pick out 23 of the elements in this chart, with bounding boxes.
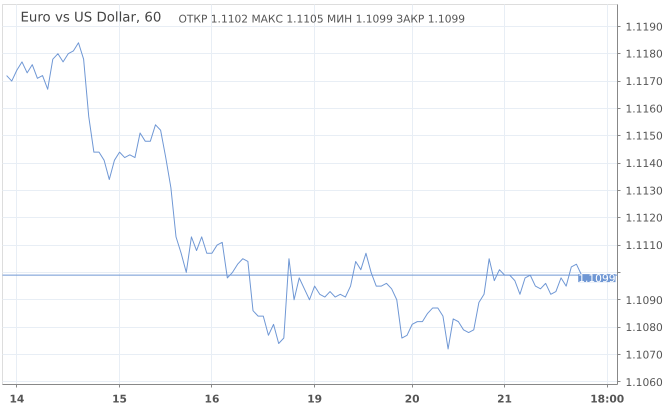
y-tick-label: 1.1070 bbox=[626, 348, 664, 362]
y-tick-label: 1.1060 bbox=[626, 376, 664, 389]
y-tick-label: 1.1130 bbox=[626, 184, 664, 198]
y-tick-label: 1.1120 bbox=[626, 212, 664, 225]
y-tick-label: 1.1180 bbox=[626, 48, 664, 61]
y-tick-label: 1.1090 bbox=[626, 294, 664, 307]
x-tick-label: 18:00 bbox=[590, 392, 624, 406]
y-tick-label: 1.1150 bbox=[626, 130, 664, 143]
y-tick-label: 1.1110 bbox=[626, 239, 664, 252]
x-tick-label: 19 bbox=[307, 392, 322, 406]
x-tick-label: 16 bbox=[204, 392, 220, 406]
x-tick-label: 14 bbox=[9, 392, 24, 406]
y-tick-label: 1.1080 bbox=[626, 321, 664, 334]
ref-line-label: 1.1099 bbox=[578, 272, 616, 286]
y-tick-label: 1.1170 bbox=[626, 75, 664, 88]
text: ОТКР 1.1102 МАКС 1.1105 МИН 1.1099 ЗАКР 1.1099 bbox=[178, 12, 466, 26]
y-tick-label: 1.1190 bbox=[626, 20, 664, 34]
x-tick-label: 20 bbox=[404, 392, 420, 406]
x-tick-label: 15 bbox=[112, 392, 127, 406]
y-tick-label: 1.1140 bbox=[626, 157, 664, 170]
y-tick-label: 1.1160 bbox=[626, 102, 664, 116]
text: Euro vs US Dollar, 60 bbox=[20, 10, 162, 26]
x-tick-label: 21 bbox=[497, 392, 512, 406]
